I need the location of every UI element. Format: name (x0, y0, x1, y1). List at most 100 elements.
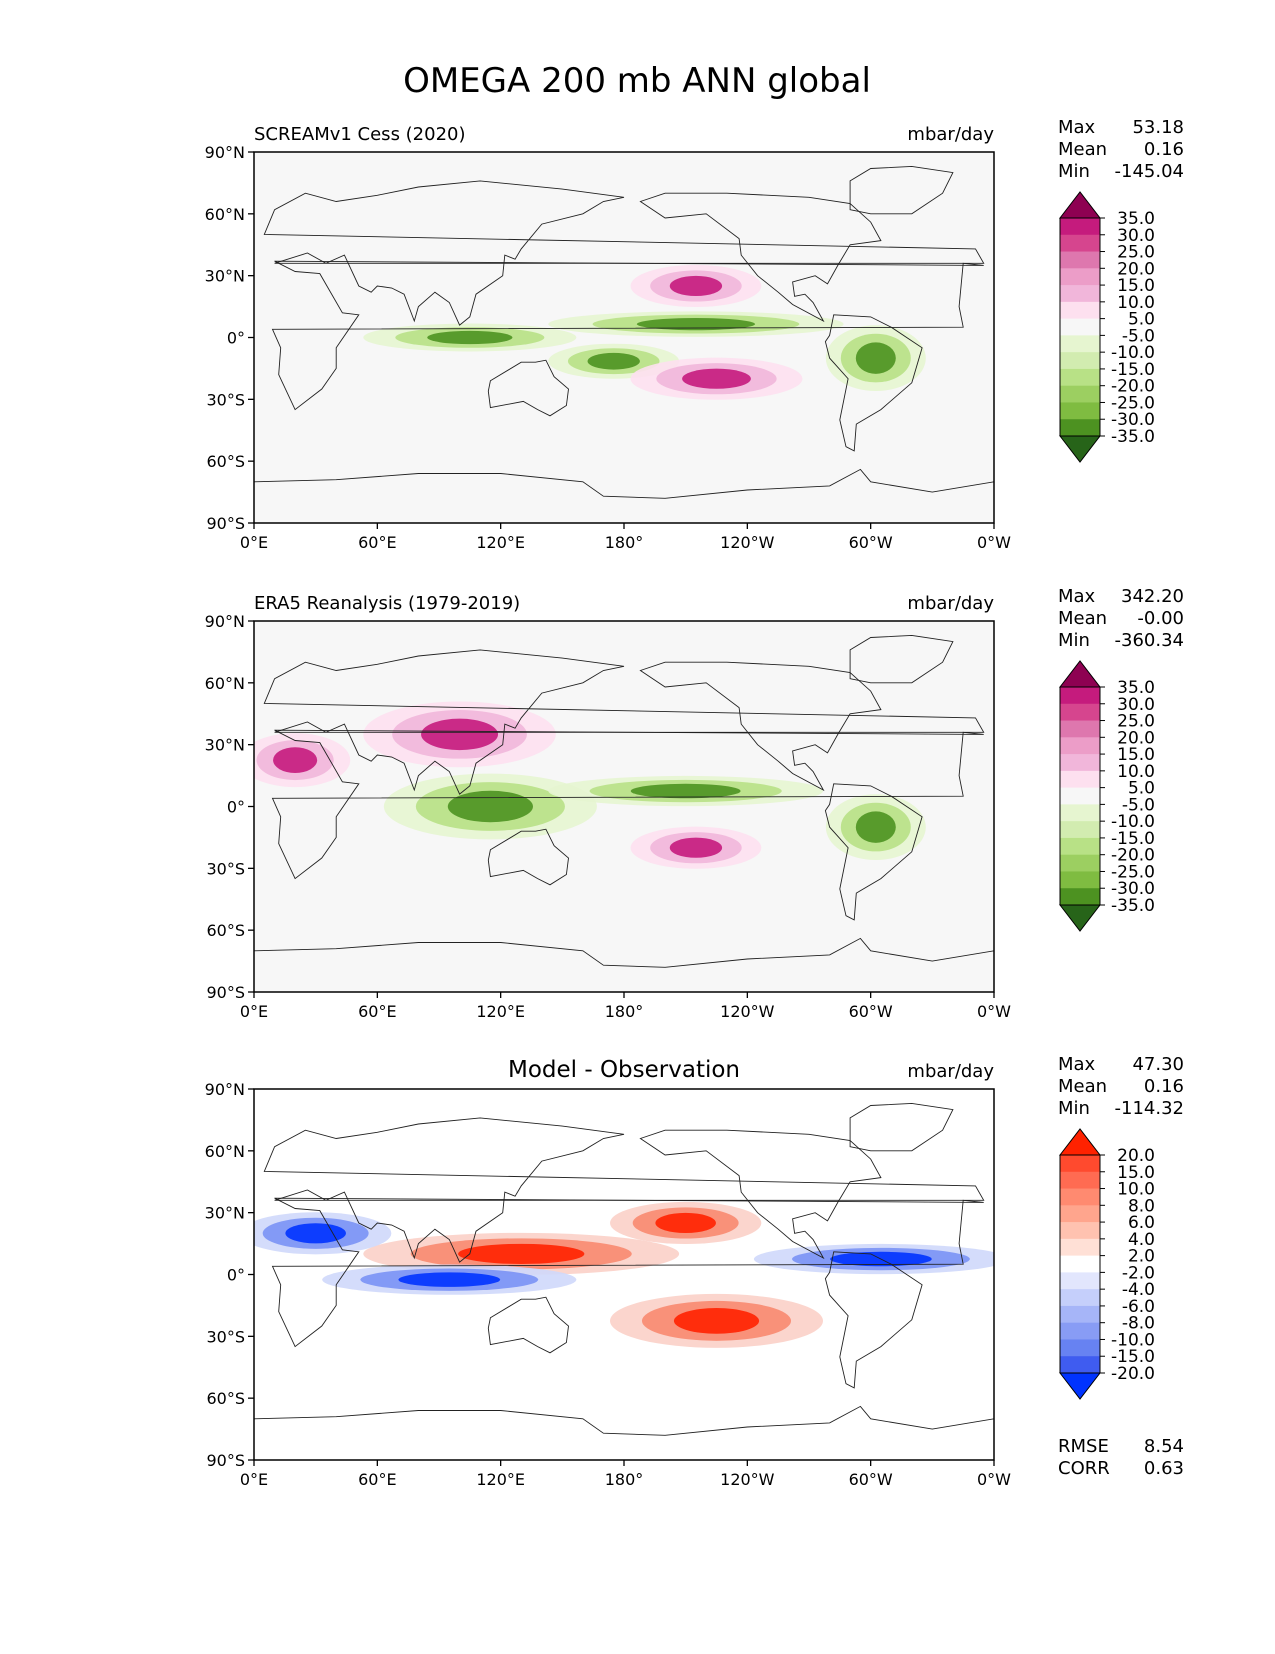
colorbar-label: 35.0 (1117, 209, 1155, 229)
coastline (639, 661, 882, 792)
coastline (271, 260, 984, 411)
panel-units: mbar/day (907, 124, 994, 145)
y-tick-label: 90°S (206, 983, 245, 1002)
colorbar-bin (1060, 268, 1100, 286)
colorbar-bin (1060, 1289, 1100, 1307)
field-pos-blob (673, 1307, 760, 1334)
colorbar-bin (1060, 385, 1100, 403)
stat-label: Min (1058, 161, 1090, 182)
colorbar-bin (1060, 335, 1100, 353)
coastline (849, 1102, 954, 1152)
stat-label: Mean (1058, 1076, 1107, 1097)
stat-value: 0.16 (1144, 1076, 1184, 1097)
colorbar-label: -10.0 (1111, 812, 1155, 832)
x-tick-label: 120°W (720, 533, 775, 552)
colorbar-bin (1060, 754, 1100, 772)
colorbar-label: -20.0 (1111, 377, 1155, 397)
colorbar-bin (1060, 318, 1100, 336)
y-tick-label: 30°S (206, 1327, 245, 1346)
colorbar-label: 25.0 (1117, 243, 1155, 263)
colorbar-frame (1059, 217, 1101, 437)
panel-title: Model - Observation (508, 1057, 740, 1083)
colorbar-bin (1060, 1339, 1100, 1357)
x-tick-label: 0°E (240, 1470, 268, 1489)
field-neg-blob (587, 352, 640, 370)
stat-value: -145.04 (1115, 161, 1184, 182)
y-tick-label: 30°S (206, 859, 245, 878)
colorbar-bin (1060, 770, 1100, 789)
colorbar-label: -30.0 (1111, 879, 1155, 899)
colorbar-bin (1060, 1188, 1100, 1206)
y-tick-label: 90°N (205, 143, 245, 162)
x-tick-label: 120°W (720, 1470, 775, 1489)
x-tick-label: 0°W (977, 533, 1011, 552)
panel-title: SCREAMv1 Cess (2020) (254, 124, 466, 145)
x-tick-label: 120°E (476, 1470, 525, 1489)
colorbar-bin (1060, 871, 1100, 889)
colorbar-label: -6.0 (1122, 1297, 1155, 1317)
colorbar: 20.015.010.08.06.04.02.0-2.0-4.0-6.0-8.0… (1058, 1128, 1155, 1400)
coastline (487, 828, 569, 886)
x-tick-label: 60°E (358, 1002, 396, 1021)
colorbar-label: -8.0 (1122, 1314, 1155, 1334)
stat-value: 342.20 (1121, 586, 1184, 607)
field-pos-blob (655, 1212, 716, 1234)
colorbar-bin (1060, 687, 1100, 705)
data-field (254, 152, 994, 523)
colorbar-label: 10.0 (1117, 762, 1155, 782)
colorbar-bin (1060, 737, 1100, 755)
x-tick-label: 0°E (240, 1002, 268, 1021)
colorbar-bin (1060, 888, 1100, 906)
field-pos-blob (669, 837, 723, 858)
field-neg-blob (398, 1272, 501, 1287)
coastline (487, 1296, 569, 1354)
y-tick-label: 60°S (206, 921, 245, 940)
stat-label: Min (1058, 630, 1090, 651)
colorbar-label: -15.0 (1111, 360, 1155, 380)
field-neg-blob (447, 790, 533, 823)
colorbar-label: -10.0 (1111, 1330, 1155, 1350)
colorbar-bin (1060, 1322, 1100, 1340)
colorbar-label: -35.0 (1111, 896, 1155, 916)
x-tick-label: 0°E (240, 533, 268, 552)
x-tick-label: 0°W (977, 1470, 1011, 1489)
field-pos-blob (421, 718, 499, 751)
field-pos-blob (669, 275, 723, 297)
colorbar-extend-top (1058, 1128, 1102, 1156)
x-tick-label: 180° (605, 1470, 644, 1489)
y-tick-label: 30°N (205, 267, 245, 286)
y-tick-label: 60°N (205, 1142, 245, 1161)
field-neg-blob (855, 342, 896, 374)
colorbar: 35.030.025.020.015.010.05.0-5.0-10.0-15.… (1058, 191, 1155, 463)
panel-units: mbar/day (907, 593, 994, 614)
colorbar-label: 20.0 (1117, 259, 1155, 279)
y-tick-label: 30°N (205, 1204, 245, 1223)
colorbar-label: 30.0 (1117, 226, 1155, 246)
coastline (824, 314, 923, 452)
coastline (849, 634, 954, 684)
y-tick-label: 0° (227, 329, 245, 348)
colorbar-bin (1060, 787, 1100, 805)
y-tick-label: 30°N (205, 736, 245, 755)
figure-title: OMEGA 200 mb ANN global (403, 61, 871, 101)
colorbar-label: 30.0 (1117, 695, 1155, 715)
colorbar-bin (1060, 1205, 1100, 1223)
field-neg-blob (855, 811, 896, 843)
map-panel: ERA5 Reanalysis (1979-2019) mbar/day 90°N 6… (205, 586, 1184, 1021)
colorbar-extend-top (1058, 660, 1102, 688)
colorbar-label: 20.0 (1117, 1146, 1155, 1166)
rmse-label: RMSE (1058, 1436, 1109, 1457)
colorbar-label: 4.0 (1128, 1230, 1155, 1250)
colorbar-bin (1060, 218, 1100, 236)
colorbar-label: -15.0 (1111, 829, 1155, 849)
colorbar-bin (1060, 804, 1100, 822)
stat-value: -0.00 (1137, 608, 1184, 629)
colorbar-bin (1060, 1171, 1100, 1190)
y-tick-label: 60°N (205, 674, 245, 693)
stat-label: Max (1058, 1054, 1096, 1075)
colorbar-bin (1060, 301, 1100, 320)
x-tick-label: 60°W (849, 1470, 893, 1489)
panels: SCREAMv1 Cess (2020) mbar/day 90°N 60°N 30°N… (205, 117, 1184, 1489)
field-pos-blob (458, 1243, 585, 1264)
colorbar-bin (1060, 1255, 1100, 1273)
